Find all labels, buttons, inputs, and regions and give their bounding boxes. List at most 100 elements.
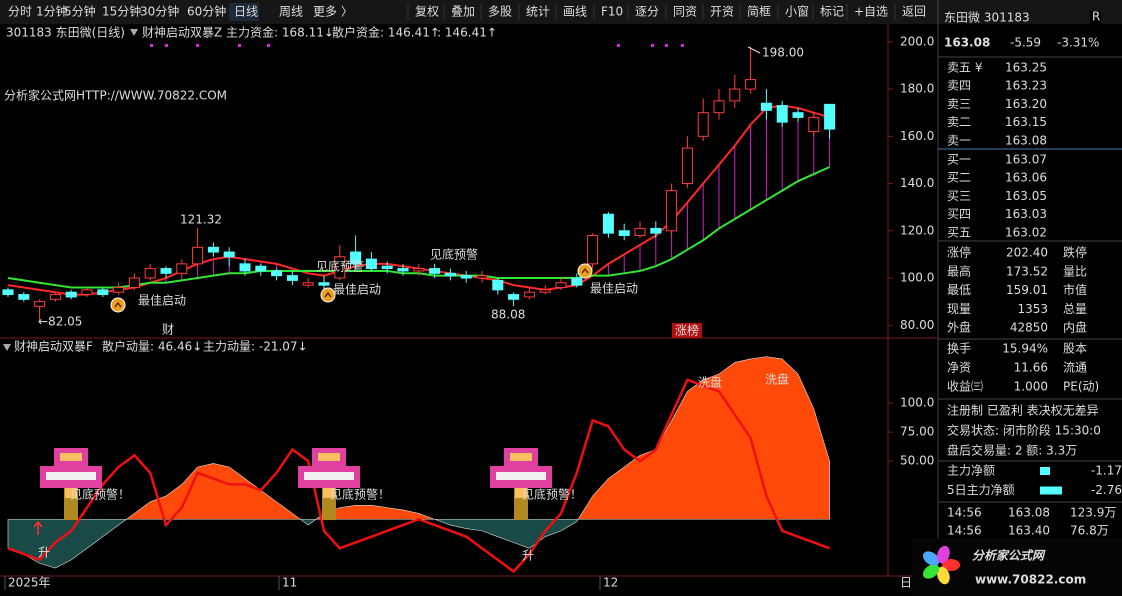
- candle-body: [555, 282, 567, 288]
- candle-body: [65, 291, 77, 298]
- y-tick-label: 200.0: [900, 34, 934, 48]
- price-annotation: 最佳启动: [138, 294, 186, 308]
- toolbar-button[interactable]: 5分钟: [64, 4, 96, 19]
- book-price: 163.07: [1005, 153, 1047, 167]
- collapse-icon: [3, 344, 11, 351]
- tick-time: 14:56: [947, 524, 982, 538]
- change: -5.59: [1010, 36, 1041, 50]
- money-value: -2.76: [1091, 483, 1122, 497]
- stat-label: 外盘: [947, 320, 971, 335]
- stat-value: 1.000: [1014, 380, 1048, 394]
- toolbar-button[interactable]: 复权: [415, 5, 439, 19]
- candle-body: [397, 268, 409, 272]
- stat-label: 涨停: [947, 245, 971, 260]
- stat-label: 换手: [947, 342, 971, 356]
- book-label: 买三: [947, 189, 971, 203]
- toolbar-button[interactable]: 1分钟: [36, 4, 68, 19]
- tick-amount: 123.9万: [1070, 506, 1116, 520]
- logo-petal: [923, 564, 940, 579]
- last-price: 163.08: [944, 36, 990, 50]
- book-label: 卖四: [947, 79, 971, 93]
- toolbar-button[interactable]: 分时: [8, 5, 32, 19]
- figure-face: [510, 453, 532, 461]
- toolbar-button[interactable]: 简框: [747, 5, 771, 19]
- price-annotation: ←82.05: [38, 315, 82, 329]
- stat-label: 流通: [1063, 361, 1087, 375]
- stat-label: 量比: [1063, 264, 1087, 278]
- toolbar-button[interactable]: 叠加: [451, 5, 475, 19]
- signal-dot: [617, 44, 620, 47]
- stat-label: 内盘: [1063, 320, 1087, 335]
- y-tick-label: 80.00: [900, 318, 934, 332]
- momentum-area: [7, 356, 830, 569]
- candle-body: [760, 102, 772, 111]
- book-label: 卖五 ¥: [947, 61, 983, 75]
- toolbar-button[interactable]: 画线: [563, 5, 587, 19]
- y-tick-label: 120.0: [900, 223, 934, 237]
- price-annotation: 最佳启动: [333, 283, 381, 297]
- candle-body: [539, 289, 551, 293]
- figure-face: [60, 453, 82, 461]
- x-tick-label: 12: [603, 576, 618, 590]
- toolbar-active: [229, 3, 259, 21]
- tick-price: 163.40: [1008, 524, 1050, 538]
- change-pct: -3.31%: [1057, 36, 1099, 50]
- candle-body: [255, 265, 267, 272]
- stat-label: 跌停: [1063, 245, 1087, 260]
- candle-body: [113, 286, 125, 293]
- figure-bag: [65, 488, 77, 498]
- toolbar-button[interactable]: 更多 〉: [313, 5, 353, 19]
- figure-bag: [515, 488, 527, 498]
- money-value: -1.17: [1091, 464, 1122, 478]
- money-label: 5日主力净额: [947, 483, 1015, 497]
- figure-belt: [304, 472, 354, 480]
- candle-body: [49, 294, 61, 300]
- candle-body: [239, 263, 251, 272]
- candle-body: [808, 116, 820, 133]
- collapse-icon: [130, 29, 138, 36]
- candle-body: [792, 112, 804, 118]
- toolbar-button[interactable]: 逐分: [635, 5, 659, 19]
- lower-annotation: 洗盘: [765, 372, 789, 387]
- candle-body: [508, 294, 520, 300]
- toolbar-button[interactable]: 15分钟: [102, 4, 141, 19]
- toolbar-button[interactable]: 多股: [488, 5, 512, 19]
- toolbar-button[interactable]: 60分钟: [187, 4, 226, 19]
- indicator-header: 散户动量: 46.46↓: [102, 339, 202, 354]
- toolbar-button[interactable]: 30分钟: [140, 4, 179, 19]
- figure-bag: [323, 488, 335, 498]
- toolbar-button[interactable]: 标记: [820, 5, 844, 19]
- book-price: 163.20: [1005, 97, 1047, 111]
- toolbar-button[interactable]: 统计: [526, 5, 550, 19]
- tick-price: 163.08: [1008, 506, 1050, 520]
- signal-dot: [665, 44, 668, 47]
- toolbar-button[interactable]: 日线: [234, 5, 258, 19]
- signal-dot: [196, 44, 199, 47]
- candle-body: [634, 227, 646, 237]
- stat-value: 173.52: [1006, 264, 1048, 278]
- stat-label: 收益㈢: [947, 380, 983, 394]
- toolbar-button[interactable]: 返回: [902, 5, 926, 19]
- candle-body: [571, 277, 583, 286]
- info-line: 盘后交易量: 2 额: 3.3万: [947, 443, 1077, 458]
- y-tick-label: 100.0: [900, 271, 934, 285]
- toolbar-button[interactable]: 同资: [673, 5, 697, 19]
- candle-body: [666, 190, 678, 232]
- book-price: 163.06: [1005, 171, 1047, 185]
- candle-body: [444, 272, 456, 277]
- toolbar-button[interactable]: 开资: [710, 5, 734, 19]
- logo-petal: [937, 566, 950, 585]
- toolbar-button[interactable]: 小窗: [785, 5, 809, 19]
- lower-annotation: 升: [38, 546, 50, 560]
- candle-body: [824, 103, 836, 130]
- toolbar-button[interactable]: +自选: [854, 5, 888, 19]
- toolbar-button[interactable]: F10: [601, 5, 623, 19]
- tick-time: 14:56: [947, 506, 982, 520]
- stat-label: PE(动): [1063, 380, 1099, 394]
- toolbar-button[interactable]: 周线: [279, 5, 303, 19]
- signal-dot: [238, 44, 241, 47]
- logo-petal: [937, 545, 950, 564]
- book-price: 163.02: [1005, 225, 1047, 239]
- x-tick-label: 日: [900, 576, 912, 590]
